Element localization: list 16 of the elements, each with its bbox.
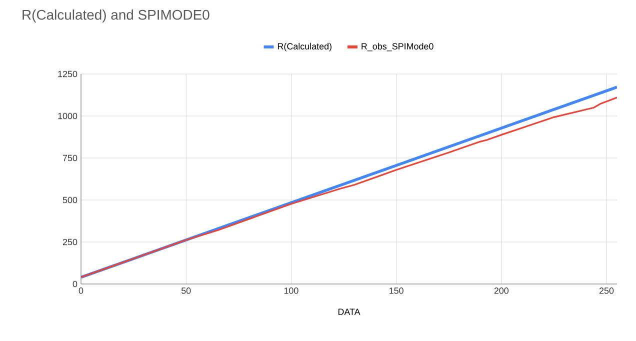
- x-axis-title: DATA: [338, 308, 360, 315]
- x-tick-label: 150: [390, 288, 404, 294]
- y-tick-label: 750: [62, 154, 78, 162]
- x-tick-label: 100: [284, 288, 298, 294]
- chart-title: R(Calculated) and SPIMODE0: [22, 10, 210, 23]
- y-tick-label: 500: [62, 196, 78, 204]
- legend-label: R_obs_SPIMode0: [362, 42, 434, 52]
- x-tick-label: 0: [78, 288, 84, 294]
- y-tick-label: 0: [72, 280, 78, 288]
- y-tick-label: 1000: [58, 112, 78, 120]
- y-tick-label: 250: [62, 238, 78, 246]
- legend-label: R(Calculated): [278, 42, 332, 52]
- x-tick-label: 200: [494, 288, 509, 294]
- x-tick-label: 250: [599, 288, 614, 294]
- y-tick-label: 1250: [58, 70, 78, 78]
- x-tick-label: 50: [181, 288, 191, 294]
